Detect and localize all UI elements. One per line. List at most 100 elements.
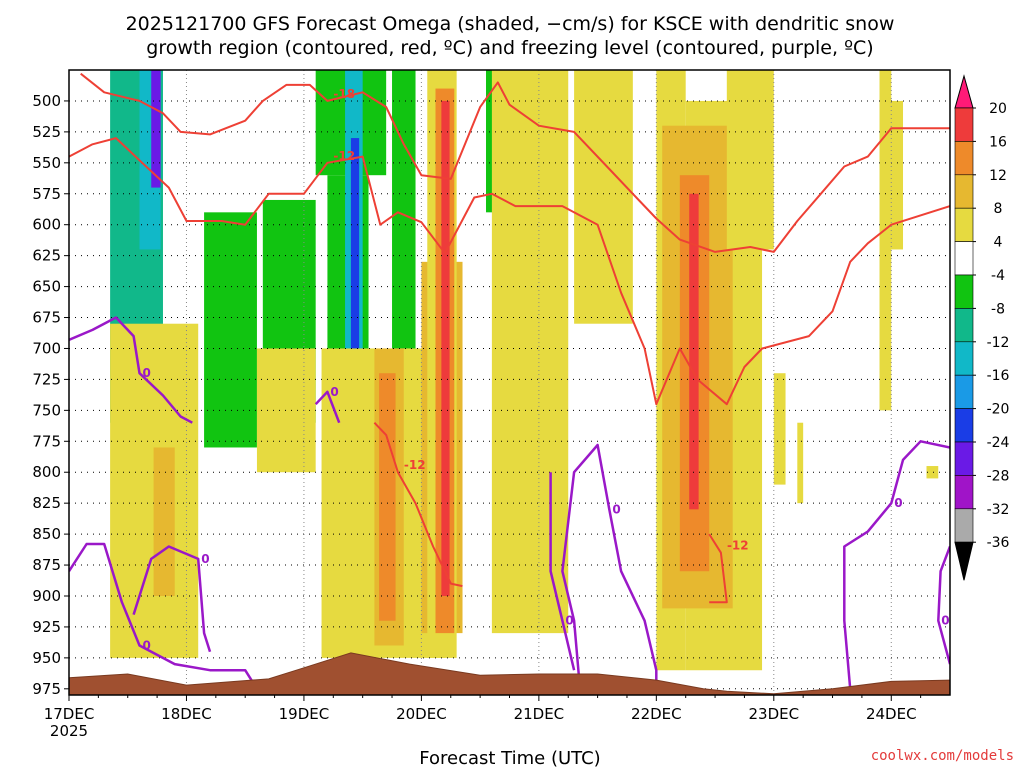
freezing-contour-label-6: 0: [894, 496, 902, 510]
colorbar-bottom-arrow: [954, 541, 974, 581]
x-tick-label-22DEC: 22DEC: [631, 705, 682, 723]
omega-region-9: [392, 70, 416, 349]
y-tick-label-550: 550: [32, 154, 61, 172]
x-axis: 17DEC 18DEC 19DEC 20DEC 21DEC 22DEC 23DEC 24DEC: [44, 695, 922, 723]
x-axis-year: 2025: [50, 722, 88, 740]
y-tick-label-975: 975: [32, 680, 61, 698]
colorbar-segment-1: [954, 107, 974, 142]
colorbar-label--24: -24: [987, 435, 1010, 451]
y-tick-label-875: 875: [32, 556, 61, 574]
colorbar-top-arrow: [954, 74, 974, 109]
y-tick-label-675: 675: [32, 309, 61, 327]
omega-region-33: [885, 100, 904, 250]
colorbar-segment-10: [954, 408, 974, 443]
colorbar-label--32: -32: [987, 502, 1010, 518]
omega-region-3: [204, 212, 257, 448]
dgz-contour-1: [69, 137, 950, 406]
colorbar-segment-3: [954, 174, 974, 209]
colorbar-label--8: -8: [991, 301, 1005, 317]
y-tick-label-625: 625: [32, 247, 61, 265]
colorbar-label--20: -20: [987, 402, 1010, 418]
freezing-contour-label-3: 0: [330, 385, 338, 399]
omega-shading: [110, 70, 939, 671]
y-axis: 500 525 550 575 600 625 650 675 700 725 750 775 800 8…: [32, 92, 69, 698]
colorbar-label--16: -16: [987, 368, 1010, 384]
y-tick-label-925: 925: [32, 618, 61, 636]
y-tick-label-775: 775: [32, 432, 61, 450]
freezing-contour-label-1: 0: [142, 638, 150, 652]
x-tick-label-23DEC: 23DEC: [749, 705, 800, 723]
omega-region-21: [441, 100, 450, 596]
colorbar-segment-4: [954, 207, 974, 242]
colorbar-label-8: 8: [994, 201, 1003, 217]
freezing-contour-7: [937, 546, 950, 665]
dgz-contour-label-1: -12: [333, 149, 355, 163]
omega-region-13: [153, 447, 175, 596]
omega-region-23: [574, 70, 633, 324]
terrain-surface: [69, 652, 950, 695]
colorbar-segment-5: [954, 241, 974, 276]
x-axis-title: Forecast Time (UTC): [419, 748, 600, 768]
freezing-contour-1: [69, 542, 258, 690]
colorbar-segment-9: [954, 374, 974, 409]
dgz-contour-3: [708, 533, 728, 604]
x-tick-label-20DEC: 20DEC: [396, 705, 447, 723]
freezing-contour-0: [69, 316, 193, 424]
y-tick-label-750: 750: [32, 401, 61, 419]
y-tick-label-650: 650: [32, 278, 61, 296]
colorbar-label--12: -12: [987, 335, 1010, 351]
credit-text: coolwx.com/models: [871, 748, 1014, 764]
y-tick-label-500: 500: [32, 92, 61, 110]
colorbar-label-4: 4: [994, 235, 1003, 251]
colorbar-label-20: 20: [989, 101, 1007, 117]
omega-region-30: [773, 373, 786, 485]
colorbar-segment-12: [954, 475, 974, 510]
y-tick-label-725: 725: [32, 370, 61, 388]
dgz-contour-0: [80, 72, 950, 253]
x-tick-label-21DEC: 21DEC: [514, 705, 565, 723]
omega-region-34: [926, 466, 939, 479]
omega-region-31: [797, 422, 804, 504]
dgz-contour-label-2: -12: [404, 458, 426, 472]
colorbar-label--28: -28: [987, 468, 1010, 484]
colorbar-segment-11: [954, 441, 974, 476]
omega-region-8: [350, 138, 360, 349]
freezing-contour-label-2: 0: [201, 552, 209, 566]
omega-region-14: [256, 348, 316, 473]
freezing-contour-3: [314, 390, 341, 424]
colorbar-segment-7: [954, 308, 974, 343]
colorbar-segment-6: [954, 274, 974, 309]
dgz-contours: [69, 72, 950, 604]
y-tick-label-575: 575: [32, 185, 61, 203]
chart-title-line2: growth region (contoured, red, ºC) and f…: [146, 37, 873, 59]
dgz-contour-label-0: -18: [333, 87, 355, 101]
omega-region-28: [689, 193, 699, 510]
y-tick-label-950: 950: [32, 649, 61, 667]
dgz-contour-2: [373, 422, 463, 588]
y-tick-label-600: 600: [32, 216, 61, 234]
contour-labels: -18 -12 -12 -12 0 0 0 0 0 0 0 0: [142, 87, 949, 653]
colorbar-segment-2: [954, 141, 974, 176]
colorbar-label--4: -4: [991, 268, 1005, 284]
colorbar-segment-8: [954, 341, 974, 376]
omega-region-17: [379, 373, 396, 621]
freezing-level-contours: [69, 316, 950, 690]
y-tick-label-900: 900: [32, 587, 61, 605]
freezing-contour-5: [561, 443, 658, 689]
omega-region-22: [491, 70, 569, 634]
y-tick-label-825: 825: [32, 494, 61, 512]
chart-title-line1: 2025121700 GFS Forecast Omega (shaded, −…: [126, 13, 895, 35]
y-tick-label-525: 525: [32, 123, 61, 141]
freezing-contour-4: [549, 472, 576, 671]
dgz-contour-label-3: -12: [727, 539, 749, 553]
freezing-contour-label-7: 0: [941, 614, 949, 628]
freezing-contour-6: [843, 440, 950, 689]
omega-region-29: [726, 70, 774, 250]
colorbar: 20 16 12 8 4 -4 -8 -12 -16 -20 -24 -28 -32 -36: [954, 74, 1010, 581]
freezing-contour-label-5: 0: [612, 502, 620, 516]
colorbar-label--36: -36: [987, 535, 1010, 551]
freezing-contour-2: [132, 545, 212, 653]
y-tick-label-850: 850: [32, 525, 61, 543]
x-tick-label-18DEC: 18DEC: [161, 705, 212, 723]
